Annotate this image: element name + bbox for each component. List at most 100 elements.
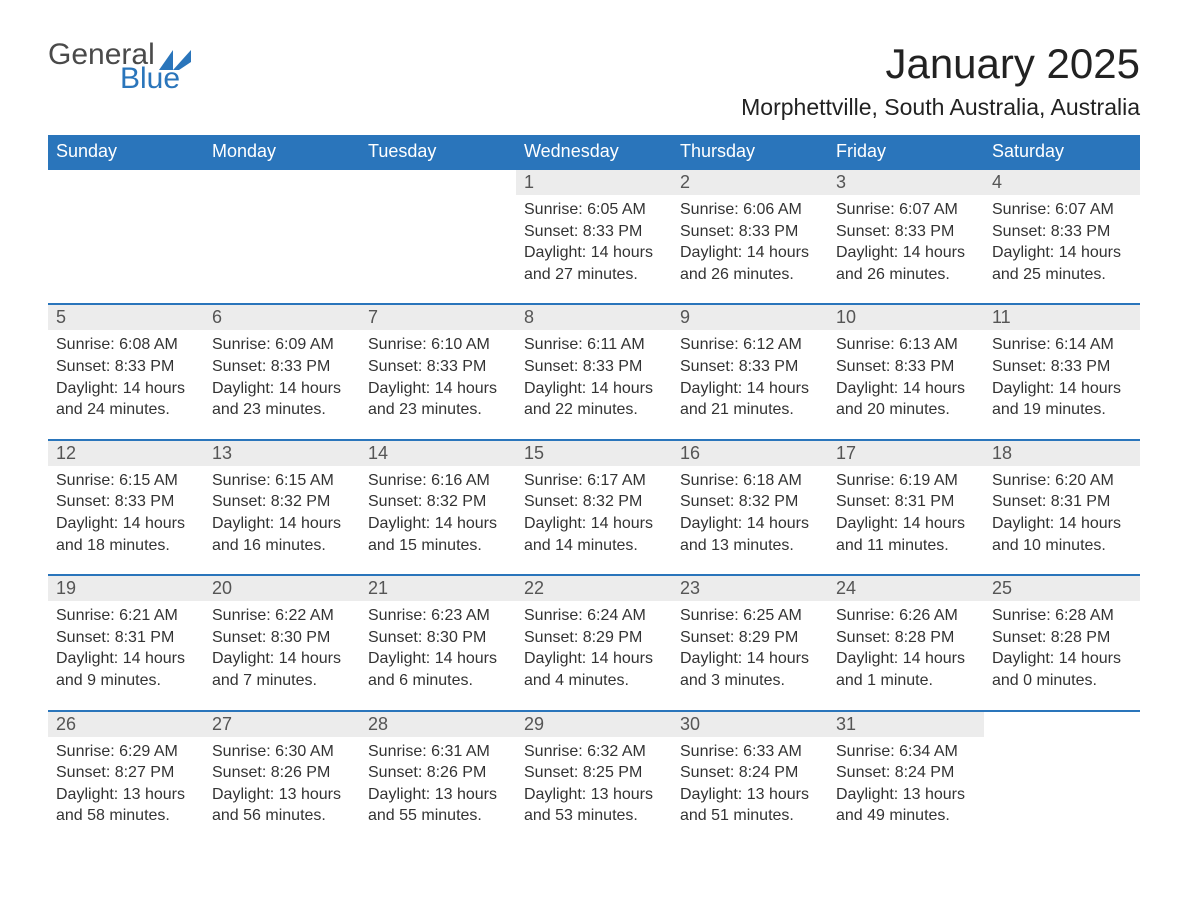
sunrise-text: Sunrise: 6:15 AM — [56, 470, 196, 492]
day-data-cell: Sunrise: 6:13 AMSunset: 8:33 PMDaylight:… — [828, 330, 984, 439]
day-number-cell: 13 — [204, 440, 360, 466]
sunset-text: Sunset: 8:28 PM — [992, 627, 1132, 649]
sunrise-text: Sunrise: 6:05 AM — [524, 199, 664, 221]
sunset-text: Sunset: 8:25 PM — [524, 762, 664, 784]
daynum-row: 12131415161718 — [48, 440, 1140, 466]
weekday-header: Wednesday — [516, 135, 672, 169]
sunset-text: Sunset: 8:29 PM — [524, 627, 664, 649]
day-data-cell: Sunrise: 6:21 AMSunset: 8:31 PMDaylight:… — [48, 601, 204, 710]
sunset-text: Sunset: 8:33 PM — [836, 356, 976, 378]
day-number-cell: 2 — [672, 169, 828, 195]
day-data-cell: Sunrise: 6:30 AMSunset: 8:26 PMDaylight:… — [204, 737, 360, 845]
daylight-text: Daylight: 14 hours and 20 minutes. — [836, 378, 976, 421]
day-data-cell: Sunrise: 6:12 AMSunset: 8:33 PMDaylight:… — [672, 330, 828, 439]
day-number-cell: 24 — [828, 575, 984, 601]
day-data-cell: Sunrise: 6:33 AMSunset: 8:24 PMDaylight:… — [672, 737, 828, 845]
daylight-text: Daylight: 14 hours and 4 minutes. — [524, 648, 664, 691]
sunset-text: Sunset: 8:29 PM — [680, 627, 820, 649]
day-number-cell: 3 — [828, 169, 984, 195]
sunrise-text: Sunrise: 6:26 AM — [836, 605, 976, 627]
sunrise-text: Sunrise: 6:07 AM — [992, 199, 1132, 221]
day-data-cell: Sunrise: 6:20 AMSunset: 8:31 PMDaylight:… — [984, 466, 1140, 575]
daylight-text: Daylight: 14 hours and 23 minutes. — [212, 378, 352, 421]
day-number-cell — [204, 169, 360, 195]
sunset-text: Sunset: 8:32 PM — [212, 491, 352, 513]
day-number-cell: 8 — [516, 304, 672, 330]
sunrise-text: Sunrise: 6:07 AM — [836, 199, 976, 221]
day-number-cell: 20 — [204, 575, 360, 601]
daylight-text: Daylight: 14 hours and 24 minutes. — [56, 378, 196, 421]
daynum-row: 567891011 — [48, 304, 1140, 330]
day-number-cell: 25 — [984, 575, 1140, 601]
day-data-cell — [360, 195, 516, 304]
daylight-text: Daylight: 14 hours and 26 minutes. — [836, 242, 976, 285]
sunrise-text: Sunrise: 6:09 AM — [212, 334, 352, 356]
sunset-text: Sunset: 8:26 PM — [368, 762, 508, 784]
daylight-text: Daylight: 14 hours and 0 minutes. — [992, 648, 1132, 691]
sunrise-text: Sunrise: 6:14 AM — [992, 334, 1132, 356]
sunrise-text: Sunrise: 6:08 AM — [56, 334, 196, 356]
sunset-text: Sunset: 8:33 PM — [524, 356, 664, 378]
day-number-cell: 10 — [828, 304, 984, 330]
day-number-cell: 14 — [360, 440, 516, 466]
sunrise-text: Sunrise: 6:19 AM — [836, 470, 976, 492]
data-row: Sunrise: 6:21 AMSunset: 8:31 PM Daylight:… — [48, 601, 1140, 710]
day-number-cell — [984, 711, 1140, 737]
weekday-header: Saturday — [984, 135, 1140, 169]
daylight-text: Daylight: 14 hours and 1 minute. — [836, 648, 976, 691]
day-number-cell: 4 — [984, 169, 1140, 195]
sunrise-text: Sunrise: 6:21 AM — [56, 605, 196, 627]
daylight-text: Daylight: 14 hours and 13 minutes. — [680, 513, 820, 556]
day-data-cell: Sunrise: 6:18 AMSunset: 8:32 PMDaylight:… — [672, 466, 828, 575]
day-data-cell: Sunrise: 6:23 AMSunset: 8:30 PMDaylight:… — [360, 601, 516, 710]
day-data-cell — [204, 195, 360, 304]
daylight-text: Daylight: 14 hours and 22 minutes. — [524, 378, 664, 421]
weekday-header: Friday — [828, 135, 984, 169]
sunrise-text: Sunrise: 6:17 AM — [524, 470, 664, 492]
sunset-text: Sunset: 8:32 PM — [368, 491, 508, 513]
day-number-cell: 22 — [516, 575, 672, 601]
day-number-cell: 27 — [204, 711, 360, 737]
calendar-body: 1234Sunrise: 6:05 AMSunset: 8:33 PMDayli… — [48, 169, 1140, 845]
sunset-text: Sunset: 8:33 PM — [680, 356, 820, 378]
sunrise-text: Sunrise: 6:29 AM — [56, 741, 196, 763]
data-row: Sunrise: 6:29 AMSunset: 8:27 PM Daylight:… — [48, 737, 1140, 845]
sunset-text: Sunset: 8:33 PM — [680, 221, 820, 243]
day-data-cell: Sunrise: 6:11 AMSunset: 8:33 PMDaylight:… — [516, 330, 672, 439]
sunset-text: Sunset: 8:32 PM — [524, 491, 664, 513]
weekday-header: Thursday — [672, 135, 828, 169]
sunset-text: Sunset: 8:33 PM — [992, 356, 1132, 378]
brand-logo: General Blue — [48, 40, 191, 94]
sunset-text: Sunset: 8:27 PM — [56, 762, 196, 784]
daylight-text: Daylight: 14 hours and 3 minutes. — [680, 648, 820, 691]
data-row: Sunrise: 6:05 AMSunset: 8:33 PMDaylight:… — [48, 195, 1140, 304]
sunrise-text: Sunrise: 6:16 AM — [368, 470, 508, 492]
daylight-text: Daylight: 14 hours and 26 minutes. — [680, 242, 820, 285]
daylight-text: Daylight: 13 hours and 51 minutes. — [680, 784, 820, 827]
sunrise-text: Sunrise: 6:33 AM — [680, 741, 820, 763]
data-row: Sunrise: 6:08 AMSunset: 8:33 PMDaylight:… — [48, 330, 1140, 439]
day-data-cell: Sunrise: 6:34 AMSunset: 8:24 PMDaylight:… — [828, 737, 984, 845]
daynum-row: 262728293031 — [48, 711, 1140, 737]
day-number-cell: 21 — [360, 575, 516, 601]
daylight-text: Daylight: 13 hours and 53 minutes. — [524, 784, 664, 827]
sunset-text: Sunset: 8:28 PM — [836, 627, 976, 649]
daylight-text: Daylight: 14 hours and 7 minutes. — [212, 648, 352, 691]
sunset-text: Sunset: 8:31 PM — [56, 627, 196, 649]
daylight-text: Daylight: 13 hours and 55 minutes. — [368, 784, 508, 827]
daylight-text: Daylight: 14 hours and 27 minutes. — [524, 242, 664, 285]
day-data-cell: Sunrise: 6:25 AMSunset: 8:29 PMDaylight:… — [672, 601, 828, 710]
day-data-cell: Sunrise: 6:17 AMSunset: 8:32 PMDaylight:… — [516, 466, 672, 575]
daylight-text: Daylight: 14 hours and 11 minutes. — [836, 513, 976, 556]
day-number-cell: 15 — [516, 440, 672, 466]
daylight-text: Daylight: 14 hours and 16 minutes. — [212, 513, 352, 556]
day-number-cell: 28 — [360, 711, 516, 737]
sunset-text: Sunset: 8:31 PM — [836, 491, 976, 513]
sunset-text: Sunset: 8:33 PM — [836, 221, 976, 243]
day-number-cell: 29 — [516, 711, 672, 737]
sunset-text: Sunset: 8:30 PM — [368, 627, 508, 649]
day-data-cell: Sunrise: 6:22 AMSunset: 8:30 PMDaylight:… — [204, 601, 360, 710]
sunrise-text: Sunrise: 6:13 AM — [836, 334, 976, 356]
weekday-header: Sunday — [48, 135, 204, 169]
daylight-text: Daylight: 13 hours and 56 minutes. — [212, 784, 352, 827]
